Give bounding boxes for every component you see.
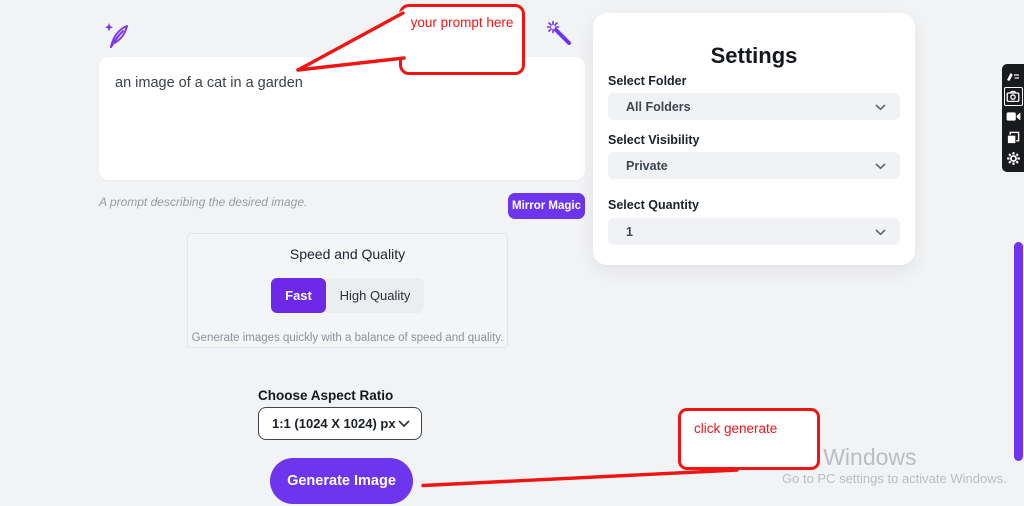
speed-quality-title: Speed and Quality xyxy=(289,246,406,262)
visibility-dropdown-value: Private xyxy=(626,158,668,173)
visibility-dropdown[interactable]: Private xyxy=(608,152,900,179)
magic-wand-icon[interactable] xyxy=(546,20,574,53)
chevron-down-icon xyxy=(398,415,410,433)
speed-quality-toggle: Fast High Quality xyxy=(188,278,507,313)
capture-logo-icon[interactable] xyxy=(1003,66,1024,87)
generate-annotation-callout: click generate xyxy=(678,408,820,470)
select-visibility-label: Select Visibility xyxy=(608,133,700,147)
quantity-dropdown[interactable]: 1 xyxy=(608,218,900,245)
mirror-magic-button[interactable]: Mirror Magic xyxy=(508,193,585,219)
screen-capture-toolbar xyxy=(1002,64,1024,172)
camera-icon[interactable] xyxy=(1003,87,1023,106)
prompt-helper-text: A prompt describing the desired image. xyxy=(99,195,308,209)
aspect-ratio-label: Choose Aspect Ratio xyxy=(258,388,394,403)
activate-windows-subtext: Go to PC settings to activate Windows. xyxy=(782,471,1007,486)
aspect-ratio-value: 1:1 (1024 X 1024) px xyxy=(272,416,396,431)
chevron-down-icon xyxy=(875,223,886,241)
chevron-down-icon xyxy=(875,98,886,116)
prompt-annotation-text: your prompt here xyxy=(410,15,514,30)
aspect-ratio-dropdown[interactable]: 1:1 (1024 X 1024) px xyxy=(258,407,422,440)
prompt-annotation-callout: your prompt here xyxy=(399,4,525,75)
high-quality-option-button[interactable]: High Quality xyxy=(326,278,424,313)
settings-panel: Settings Select Folder All Folders Selec… xyxy=(593,13,915,265)
folder-dropdown[interactable]: All Folders xyxy=(608,93,900,120)
video-camera-icon[interactable] xyxy=(1003,106,1024,127)
settings-title: Settings xyxy=(710,43,798,68)
generate-annotation-text: click generate xyxy=(694,421,778,436)
quill-pen-icon xyxy=(103,20,133,57)
copy-window-icon[interactable] xyxy=(1003,127,1024,148)
fast-option-button[interactable]: Fast xyxy=(271,278,326,313)
folder-dropdown-value: All Folders xyxy=(626,99,691,114)
speed-quality-section: Speed and Quality Fast High Quality Gene… xyxy=(187,233,508,348)
select-folder-label: Select Folder xyxy=(608,74,687,88)
select-quantity-label: Select Quantity xyxy=(608,198,699,212)
chevron-down-icon xyxy=(875,157,886,175)
generate-image-button[interactable]: Generate Image xyxy=(270,458,413,504)
scrollbar-thumb[interactable] xyxy=(1014,242,1023,461)
speed-quality-description: Generate images quickly with a balance o… xyxy=(191,332,504,344)
gear-icon[interactable] xyxy=(1003,148,1024,169)
quantity-dropdown-value: 1 xyxy=(626,224,633,239)
prompt-input[interactable]: an image of a cat in a garden xyxy=(99,57,585,180)
